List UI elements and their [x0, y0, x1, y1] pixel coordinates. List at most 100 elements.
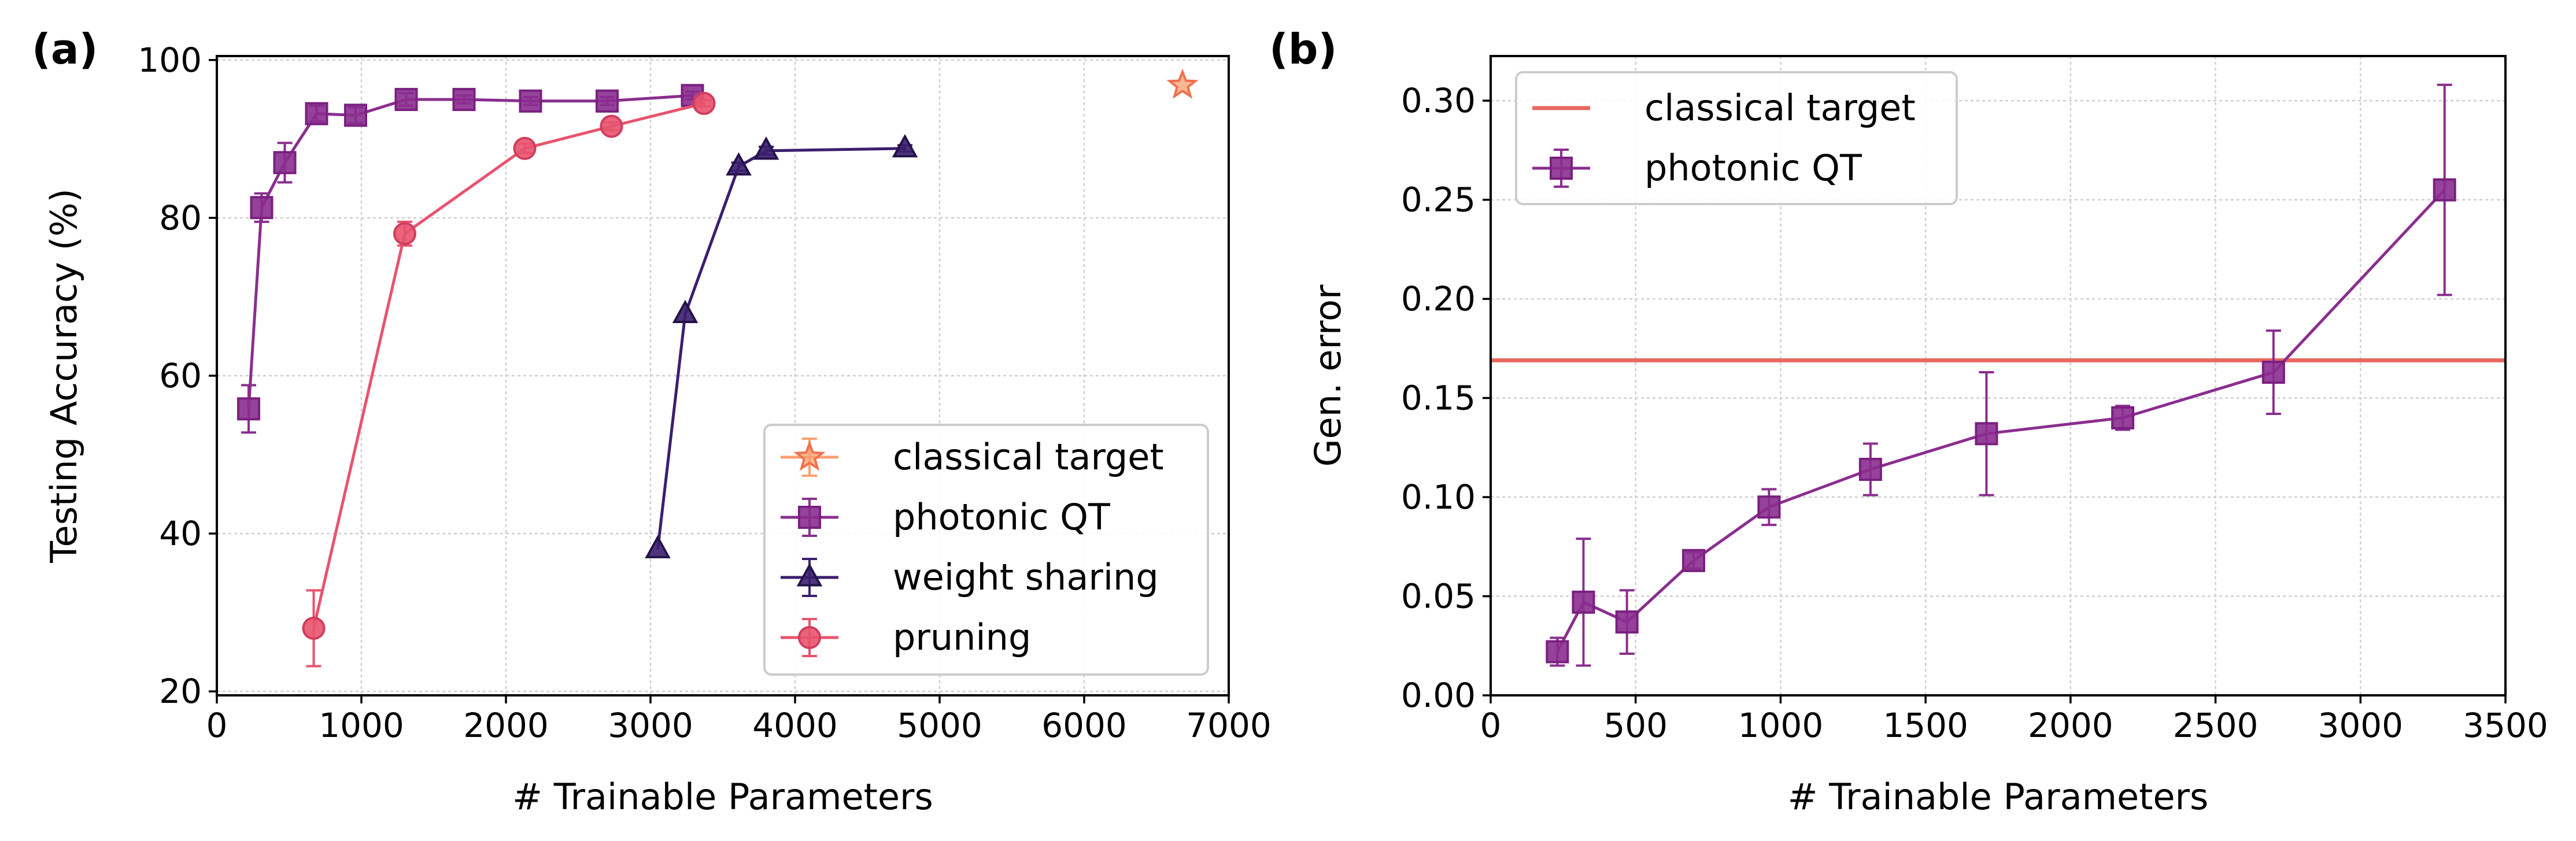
panel-b-plot: 0 500 1000 1500 2000 2500 3000 3500 0.00 0.05 0.10…: [1307, 55, 2548, 818]
panel-a-legend-entry-classical-target: classical target: [781, 436, 1164, 478]
panel-a-x-tick-label: 3000: [608, 706, 693, 745]
panel-b-y-tick-label: 0.30: [1401, 81, 1476, 120]
panel-b-x-tick-label: 500: [1603, 706, 1668, 745]
panel-a-x-tick-label: 7000: [1186, 706, 1272, 745]
panel-a-legend-swatch-marker: [793, 440, 826, 471]
panel-a-x-tick-label: 5000: [897, 706, 982, 745]
panel-b-x-tick-label: 2500: [2173, 706, 2259, 745]
panel-a-legend-entry-photonic-qt: photonic QT: [781, 496, 1111, 538]
panel-a-legend-swatch-marker: [798, 626, 821, 649]
panel-a-y-tick-label: 80: [159, 198, 202, 238]
panel-a-weight-sharing-point: [753, 136, 779, 160]
panel-b-legend-entry-photonic-qt: photonic QT: [1532, 147, 1862, 189]
panel-b-photonic-qt-point: [1682, 549, 1705, 572]
panel-b-x-tick-label: 1000: [1738, 706, 1824, 745]
panel-a-y-tick-label: 60: [159, 356, 202, 395]
panel-b-photonic-qt-point: [1546, 640, 1569, 664]
panel-b-y-tick-label: 0.20: [1401, 279, 1476, 318]
panel-a-plot: 0 1000 2000 3000 4000 5000 6000 7000 20 40 60 80 100…: [43, 40, 1272, 818]
panel-b-photonic-qt-point: [2111, 406, 2135, 429]
panel-a-legend-swatch-marker: [796, 563, 823, 587]
panel-b-legend-box: [1515, 71, 1958, 205]
panel-b-legend-entry-classical-target: classical target: [1532, 87, 1916, 129]
panel-a-legend-entry-pruning: pruning: [781, 616, 1031, 658]
panel-a-pruning-point: [393, 222, 416, 246]
panel-a-pruning-point: [513, 136, 537, 160]
panel-b-grid: [1491, 56, 2505, 695]
panel-a-photonic-qt-point: [596, 89, 619, 113]
panel-b-y-tick-label: 0.15: [1401, 379, 1476, 418]
panel-b-x-tick-label: 3000: [2318, 706, 2403, 745]
panel-a-photonic-qt-point: [519, 89, 542, 113]
panel-a-photonic-qt-point: [452, 88, 476, 112]
panel-b-y-tick-label: 0.25: [1401, 180, 1476, 220]
panel-a-legend-label: classical target: [893, 436, 1164, 478]
panel-a-x-tick-label: 1000: [319, 706, 404, 745]
panel-a-photonic-qt-point: [237, 397, 260, 421]
panel-b-y-ticks: 0.00 0.05 0.10 0.15 0.20 0.25 0.30: [1401, 81, 1491, 715]
panel-b-y-tick-label: 0.10: [1401, 477, 1476, 517]
panel-b-photonic-qt-point: [1858, 458, 1882, 481]
panel-b-y-tick-label: 0.00: [1401, 676, 1476, 715]
panel-a-legend-box: [763, 424, 1209, 676]
panel-b: (b) 0 500 1000 1500 2000 2500 3000 3500 0.00 0.05…: [1269, 25, 2548, 818]
panel-a-photonic-qt-point: [394, 88, 418, 112]
panel-a-y-tick-label: 100: [138, 40, 202, 80]
panel-a-series-classical-target: [1166, 68, 1199, 99]
panel-a-pruning-point: [302, 616, 326, 640]
panel-a-weight-sharing-point: [645, 535, 671, 558]
panel-a-legend: classical target photonic QT weight sharin…: [763, 424, 1209, 676]
panel-b-photonic-qt-point: [1757, 495, 1781, 519]
panel-a-series-weight-sharing: [645, 134, 918, 558]
panel-a-legend-label: photonic QT: [893, 496, 1111, 538]
panel-a-photonic-qt-line: [247, 94, 693, 409]
panel-b-x-tick-label: 1500: [1883, 706, 1968, 745]
panel-a-legend-entry-weight-sharing: weight sharing: [781, 556, 1159, 598]
panel-a-pruning-point: [692, 91, 716, 115]
panel-b-photonic-qt-point: [1975, 422, 1998, 446]
panel-b-series-photonic-qt: [1546, 83, 2456, 667]
panel-b-axes-frame: [1490, 55, 2507, 696]
panel-b-legend-swatch-marker: [1550, 157, 1573, 180]
panel-b-x-ticks: 0 500 1000 1500 2000 2500 3000 3500: [1480, 695, 2548, 745]
panel-a-x-tick-label: 6000: [1041, 706, 1127, 745]
panel-a-photonic-qt-point: [305, 102, 328, 125]
panel-a-y-axis-label: Testing Accuracy (%): [43, 188, 85, 564]
panel-a-weight-sharing-point: [892, 134, 918, 158]
panel-a-x-axis-label: # Trainable Parameters: [512, 776, 933, 818]
panel-a-series-pruning: [302, 91, 716, 668]
panel-b-label: (b): [1269, 25, 1337, 73]
panel-a-pruning-point: [600, 114, 623, 138]
panel-a-legend-label: weight sharing: [893, 556, 1159, 598]
panel-a-x-tick-label: 2000: [463, 706, 549, 745]
panel-a-photonic-qt-point: [273, 151, 297, 175]
panel-a-y-tick-label: 20: [159, 672, 202, 711]
panel-b-legend-label: photonic QT: [1644, 147, 1862, 189]
panel-b-x-axis-label: # Trainable Parameters: [1788, 776, 2209, 818]
panel-a-legend-label: pruning: [893, 616, 1031, 658]
panel-b-x-tick-label: 3500: [2463, 706, 2548, 745]
panel-b-photonic-qt-point: [2261, 360, 2285, 384]
panel-b-y-axis-label: Gen. error: [1307, 284, 1349, 467]
panel-b-y-tick-label: 0.05: [1401, 577, 1476, 616]
panel-b-legend-label: classical target: [1644, 87, 1916, 129]
panel-a-weight-sharing-point: [672, 299, 698, 323]
panel-a-classical-target-point: [1166, 68, 1199, 99]
panel-a-weight-sharing-point: [726, 152, 752, 176]
panel-b-photonic-qt-point: [1615, 610, 1639, 634]
panel-a-legend-swatch-marker: [798, 506, 821, 529]
panel-b-photonic-qt-line: [1556, 188, 2446, 653]
panel-a-y-ticks: 20 40 60 80 100: [138, 40, 217, 711]
panel-b-photonic-qt-point: [1572, 590, 1595, 614]
panel-a-series-photonic-qt: [237, 84, 704, 434]
panel-a: (a) 0 1000 2000 3000 4000 5000 6000 7000 20 40 60 8…: [32, 25, 1272, 818]
panel-b-legend: classical target photonic QT: [1515, 71, 1958, 205]
panel-b-x-tick-label: 0: [1480, 706, 1502, 745]
panel-a-photonic-qt-point: [250, 196, 274, 220]
panel-a-x-tick-label: 0: [206, 706, 228, 745]
panel-b-photonic-qt-point: [2433, 178, 2456, 202]
panel-a-x-tick-label: 4000: [752, 706, 838, 745]
panel-a-photonic-qt-point: [344, 103, 367, 127]
